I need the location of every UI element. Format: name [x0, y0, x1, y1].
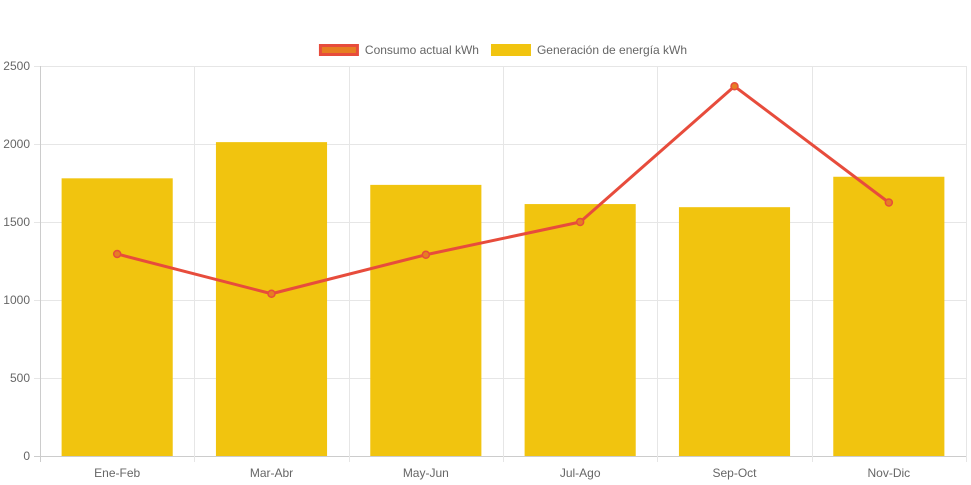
- x-tick-label: Mar-Abr: [250, 466, 293, 480]
- y-tick-label: 500: [10, 371, 30, 385]
- line-point[interactable]: [112, 249, 122, 259]
- line-point[interactable]: [421, 250, 431, 260]
- x-tick-label: Nov-Dic: [867, 466, 910, 480]
- bar[interactable]: [678, 207, 791, 456]
- bar[interactable]: [370, 184, 482, 456]
- x-tick-label: Ene-Feb: [94, 466, 140, 480]
- y-tick-label: 0: [23, 449, 30, 463]
- legend-label[interactable]: Generación de energía kWh: [537, 43, 687, 57]
- bar[interactable]: [215, 142, 328, 457]
- y-tick-label: 2500: [3, 59, 30, 73]
- bar[interactable]: [61, 178, 173, 456]
- legend-label[interactable]: Consumo actual kWh: [365, 43, 479, 57]
- y-tick-label: 1500: [3, 215, 30, 229]
- y-tick-label: 2000: [3, 137, 30, 151]
- x-tick-label: Sep-Oct: [712, 466, 757, 480]
- line-point[interactable]: [730, 82, 739, 91]
- y-tick-label: 1000: [3, 293, 30, 307]
- bar[interactable]: [833, 176, 945, 456]
- x-tick-label: May-Jun: [403, 466, 449, 480]
- x-axis: Ene-Feb Mar-Abr May-Jun Jul-Ago Sep-Oct Nov-D…: [94, 466, 910, 480]
- line-series: [112, 82, 894, 299]
- y-axis: 0 500 1000 1500 2000 2500: [3, 59, 30, 463]
- bar[interactable]: [524, 204, 636, 456]
- line-point[interactable]: [575, 217, 585, 227]
- line-point[interactable]: [884, 198, 894, 207]
- bar-series: [61, 142, 945, 457]
- legend-swatch-consumo[interactable]: [318, 44, 359, 56]
- line-point[interactable]: [267, 289, 276, 299]
- legend: Consumo actual kWh Generación de energía …: [318, 43, 687, 57]
- series-line: [116, 84, 890, 296]
- x-tick-label: Jul-Ago: [560, 466, 601, 480]
- grid: [34, 66, 967, 462]
- legend-swatch-generacion[interactable]: [490, 44, 531, 56]
